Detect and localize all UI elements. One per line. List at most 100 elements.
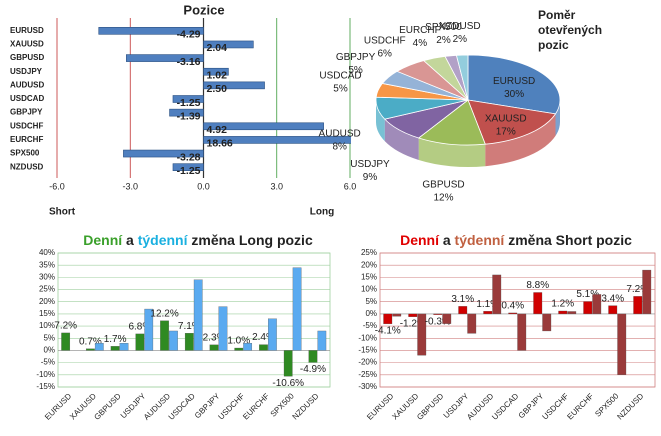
x-tick-label: NZDUSD <box>615 391 645 421</box>
y-tick-label: -25% <box>358 370 377 379</box>
bar <box>243 342 253 351</box>
bar <box>542 313 552 332</box>
bar <box>259 344 268 351</box>
x-tick-label: NZDUSD <box>291 391 321 421</box>
value-label: -1.25 <box>177 97 201 109</box>
bar <box>633 296 643 315</box>
x-tick-label: 6.0 <box>344 181 357 191</box>
bar <box>567 311 577 315</box>
slice-value: 4% <box>413 38 428 49</box>
slice-side <box>384 119 419 160</box>
bar <box>169 108 204 117</box>
value-label: -4.9% <box>300 364 326 375</box>
slice-label: EURUSD <box>493 76 535 87</box>
value-label: -10.6% <box>272 378 304 389</box>
x-tick-label: 0.0 <box>197 181 210 191</box>
value-label: -1.2% <box>400 318 426 329</box>
bar <box>558 310 568 315</box>
slice-side <box>485 113 556 167</box>
x-tick-label: -3.0 <box>122 181 138 191</box>
bar <box>383 313 393 325</box>
value-label: -0.3% <box>425 316 451 327</box>
slice <box>417 99 486 146</box>
x-tick-label: EURUSD <box>365 391 395 421</box>
value-label: 3.4% <box>601 293 624 304</box>
bar <box>184 333 194 351</box>
value-label: 4.92 <box>207 124 228 136</box>
bar <box>492 274 502 315</box>
title-part: změna Long pozic <box>191 232 313 248</box>
bar <box>642 269 652 315</box>
chart-title: Denní a týdenní změna Long pozic <box>83 232 313 248</box>
plot <box>98 27 351 171</box>
y-tick-label: SPX500 <box>10 149 40 158</box>
value-label: 18.66 <box>207 138 233 150</box>
axis-label-long: Long <box>310 207 334 218</box>
value-label: -1.25 <box>177 165 201 177</box>
slice-label: NZDUSD <box>439 21 481 32</box>
value-label: 6.8% <box>128 322 151 333</box>
bar <box>458 306 468 315</box>
bar <box>533 292 543 315</box>
slice-label: XAUUSD <box>485 114 527 125</box>
y-tick-label: -20% <box>358 358 377 367</box>
title-part: týdenní <box>455 232 506 248</box>
bar <box>172 95 204 103</box>
bar <box>94 342 104 351</box>
bar <box>110 346 120 351</box>
bar <box>160 320 169 351</box>
value-label: 1.2% <box>551 299 574 310</box>
title-part: Denní <box>83 232 123 248</box>
bar <box>483 311 493 315</box>
y-tick-label: 0% <box>43 346 55 355</box>
title-part: Denní <box>400 232 440 248</box>
bar <box>508 312 518 315</box>
y-tick-label: 10% <box>39 321 55 330</box>
y-tick-label: 25% <box>361 248 377 257</box>
value-label: 2.50 <box>207 83 228 95</box>
bar <box>169 330 178 351</box>
slice-value: 17% <box>496 127 516 138</box>
bar <box>203 67 229 76</box>
y-tick-label: -10% <box>358 333 377 342</box>
chart-title: Pozice <box>183 2 224 17</box>
slice-value: 2% <box>436 35 451 46</box>
value-label: 0.4% <box>501 301 524 312</box>
y-tick-label: 20% <box>39 297 55 306</box>
y-tick-label: GBPUSD <box>10 53 44 62</box>
y-tick-label: -5% <box>41 358 55 367</box>
bar <box>617 313 627 375</box>
y-tick-label: 40% <box>39 248 55 257</box>
bar <box>172 163 204 171</box>
slice-side <box>555 100 560 136</box>
bar <box>608 305 618 315</box>
bar <box>126 54 204 62</box>
bar <box>583 301 593 315</box>
y-tick-label: NZDUSD <box>10 162 44 171</box>
x-tick-label: GBPUSD <box>92 391 122 421</box>
bar <box>218 306 228 351</box>
slice-value: 5% <box>333 84 348 95</box>
bar <box>123 149 204 158</box>
value-label: 2.3% <box>203 332 226 343</box>
slice-value: 2% <box>453 34 468 45</box>
axis-label-short: Short <box>49 207 76 218</box>
value-label: 7.2% <box>626 284 649 295</box>
value-label: -3.16 <box>177 56 201 68</box>
bar <box>203 81 265 90</box>
bar <box>292 267 302 351</box>
x-tick-label: EURCHF <box>565 391 595 421</box>
x-tick-label: 3.0 <box>270 181 283 191</box>
slice-value: 9% <box>363 172 378 183</box>
y-tick-label: 25% <box>39 285 55 294</box>
y-tick-label: 35% <box>39 260 55 269</box>
title-part: a <box>126 232 134 248</box>
y-tick-label: -10% <box>36 370 55 379</box>
slice-label: USDCHF <box>364 35 406 46</box>
value-label: 0.7% <box>79 336 102 347</box>
y-tick-label: 5% <box>43 333 55 342</box>
bar <box>119 342 129 351</box>
slice-label: USDCAD <box>319 71 361 82</box>
value-label: 3.1% <box>451 294 474 305</box>
value-label: -4.29 <box>177 29 201 41</box>
